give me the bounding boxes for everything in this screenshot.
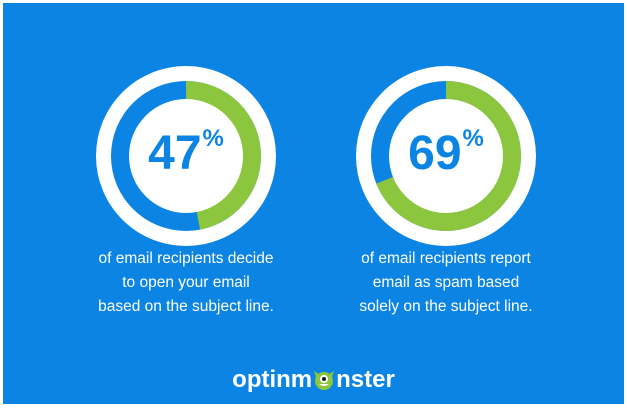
stat-caption: of email recipients decide to open your … [66,247,306,319]
percent-sign: % [202,125,224,152]
caption-line: email as spam based [372,274,520,291]
logo-text-start: optinm [232,366,313,393]
donut-inner-hole [389,99,503,213]
stat-caption: of email recipients report email as spam… [326,247,566,319]
logo-text-end: nster [336,366,395,393]
optinmonster-logo: optinm nster [3,366,624,394]
caption-line: of email recipients decide [98,250,274,267]
donut-inner-hole [129,99,243,213]
caption-line: based on the subject line. [98,298,274,315]
donut-chart-open-rate: 47% [96,66,276,246]
caption-line: of email recipients report [361,250,531,267]
infographic: 47% of email recipients decide to open y… [3,3,624,404]
donut-value-label: 69% [356,124,536,184]
caption-line: solely on the subject line. [359,298,533,315]
caption-line: to open your email [122,274,250,291]
donut-value-label: 47% [96,124,276,184]
percent-number: 69 [408,127,462,180]
donut-svg-spam-rate [356,66,536,246]
percent-sign: % [462,125,484,152]
monster-icon [314,371,335,390]
donut-svg-open-rate [96,66,276,246]
donut-chart-spam-rate: 69% [356,66,536,246]
percent-number: 47 [148,127,202,180]
